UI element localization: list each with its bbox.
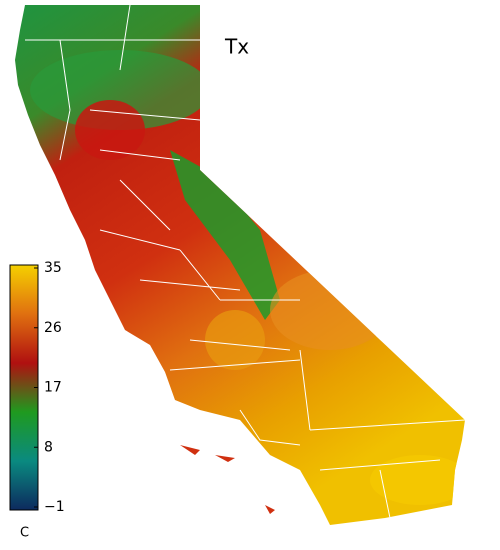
california-map [15,5,465,525]
colorbar-tick-label: 26 [44,320,62,336]
colorbar-tick-label: 35 [44,260,62,276]
map-title: Tx [224,35,249,59]
colorbar-unit: C [20,526,29,541]
colorbar-tick-label: 17 [44,380,62,396]
colorbar-tick-label: 8 [44,439,53,455]
colorbar-tick-label: −1 [44,499,65,515]
colorbar: 35 26 17 8 −1 [9,260,65,515]
colorbar-gradient [9,264,39,511]
